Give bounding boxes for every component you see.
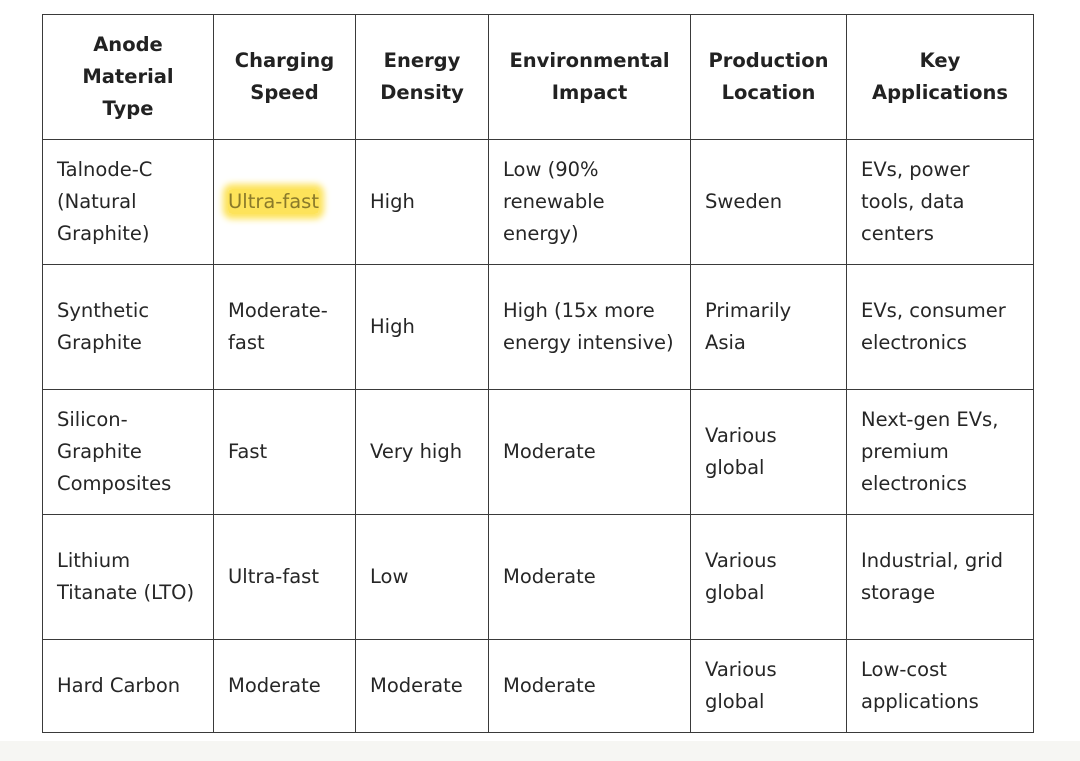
- header-anode-material-type: Anode Material Type: [42, 14, 214, 140]
- header-energy-density: Energy Density: [355, 14, 489, 140]
- cell-environmental-impact: Moderate: [488, 389, 691, 515]
- cell-key-applications: EVs, consumer electronics: [846, 264, 1034, 390]
- page-bottom-strip: [0, 741, 1080, 761]
- table-row: Lithium Titanate (LTO) Ultra-fast Low Mo…: [42, 514, 1034, 640]
- cell-anode-material: Silicon-Graphite Composites: [42, 389, 214, 515]
- cell-production-location: Sweden: [690, 139, 847, 265]
- cell-environmental-impact: Moderate: [488, 639, 691, 733]
- cell-production-location: Primarily Asia: [690, 264, 847, 390]
- cell-production-location: Various global: [690, 389, 847, 515]
- cell-energy-density: High: [355, 264, 489, 390]
- cell-key-applications: EVs, power tools, data centers: [846, 139, 1034, 265]
- anode-comparison-table: Anode Material Type Charging Speed Energ…: [42, 14, 1034, 733]
- cell-environmental-impact: Low (90% renewable energy): [488, 139, 691, 265]
- header-charging-speed: Charging Speed: [213, 14, 356, 140]
- cell-key-applications: Industrial, grid storage: [846, 514, 1034, 640]
- cell-energy-density: Moderate: [355, 639, 489, 733]
- cell-anode-material: Synthetic Graphite: [42, 264, 214, 390]
- table-row: Synthetic Graphite Moderate-fast High Hi…: [42, 264, 1034, 390]
- cell-charging-speed: Ultra-fast: [213, 514, 356, 640]
- header-key-applications: Key Applications: [846, 14, 1034, 140]
- header-row: Anode Material Type Charging Speed Energ…: [42, 14, 1034, 140]
- cell-anode-material: Hard Carbon: [42, 639, 214, 733]
- table-row: Talnode-C (Natural Graphite) Ultra-fast …: [42, 139, 1034, 265]
- cell-energy-density: High: [355, 139, 489, 265]
- cell-key-applications: Low-cost applications: [846, 639, 1034, 733]
- cell-anode-material: Lithium Titanate (LTO): [42, 514, 214, 640]
- table-row: Silicon-Graphite Composites Fast Very hi…: [42, 389, 1034, 515]
- cell-charging-speed: Fast: [213, 389, 356, 515]
- cell-key-applications: Next-gen EVs, premium electronics: [846, 389, 1034, 515]
- cell-charging-speed: Moderate-fast: [213, 264, 356, 390]
- cell-production-location: Various global: [690, 639, 847, 733]
- cell-anode-material: Talnode-C (Natural Graphite): [42, 139, 214, 265]
- highlighted-text: Ultra-fast: [228, 189, 319, 214]
- table-body: Talnode-C (Natural Graphite) Ultra-fast …: [42, 139, 1034, 733]
- header-production-location: Production Location: [690, 14, 847, 140]
- cell-environmental-impact: Moderate: [488, 514, 691, 640]
- cell-charging-speed: Ultra-fast: [213, 139, 356, 265]
- table-row: Hard Carbon Moderate Moderate Moderate V…: [42, 639, 1034, 733]
- cell-environmental-impact: High (15x more energy intensive): [488, 264, 691, 390]
- table-header: Anode Material Type Charging Speed Energ…: [42, 14, 1034, 140]
- cell-production-location: Various global: [690, 514, 847, 640]
- header-environmental-impact: Environmental Impact: [488, 14, 691, 140]
- cell-energy-density: Very high: [355, 389, 489, 515]
- cell-charging-speed: Moderate: [213, 639, 356, 733]
- cell-energy-density: Low: [355, 514, 489, 640]
